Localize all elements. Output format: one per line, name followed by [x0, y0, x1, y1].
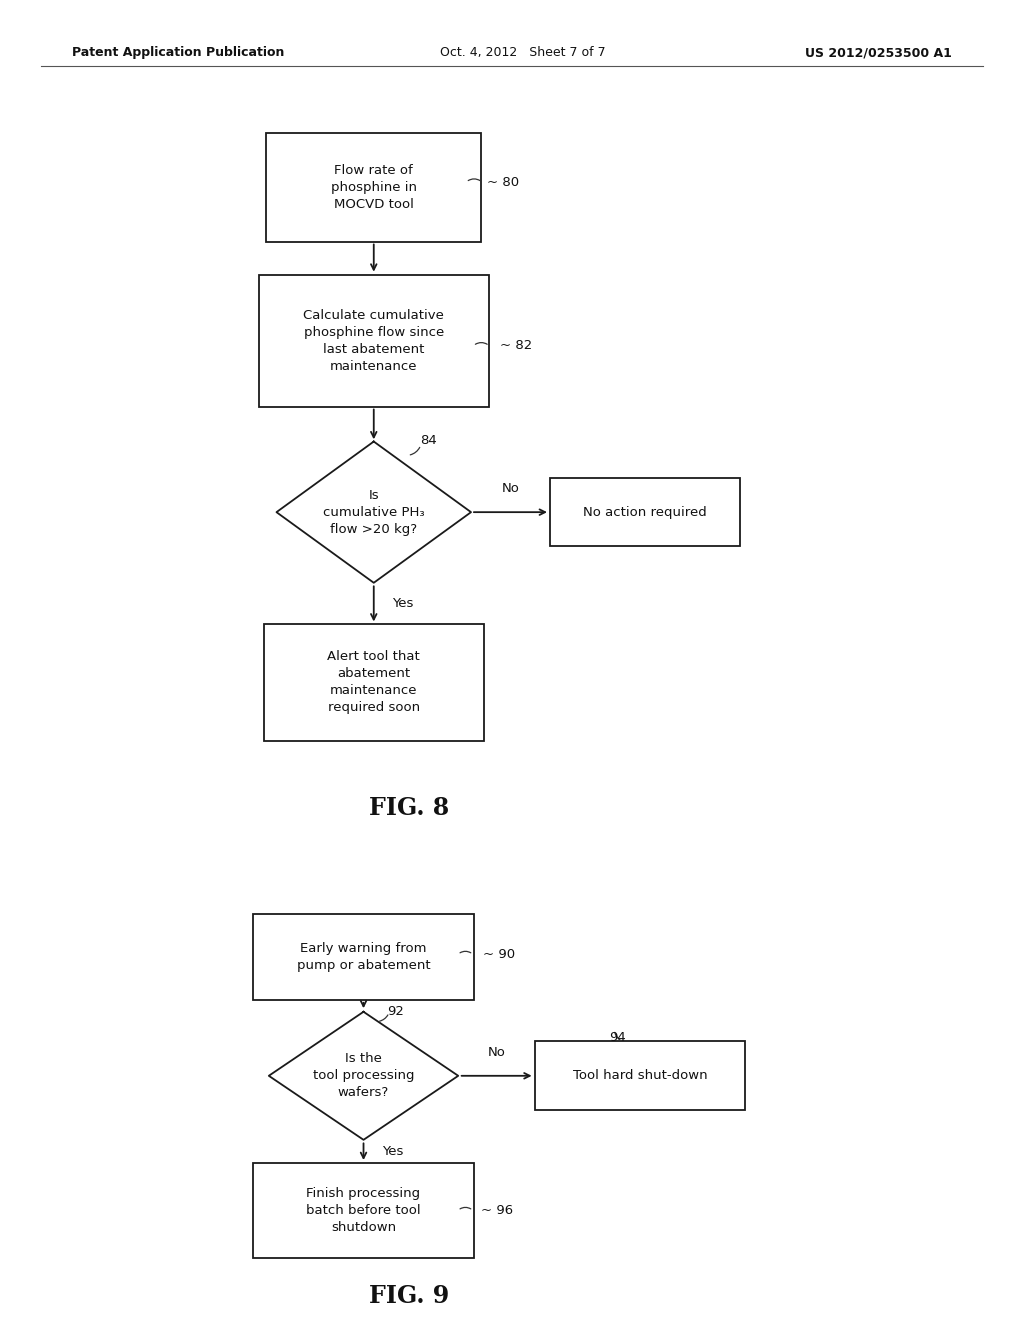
Text: ~ 80: ~ 80 — [487, 176, 519, 189]
Text: ~ 96: ~ 96 — [481, 1204, 513, 1217]
FancyBboxPatch shape — [254, 1163, 473, 1258]
Text: Alert tool that
abatement
maintenance
required soon: Alert tool that abatement maintenance re… — [328, 651, 420, 714]
Text: No: No — [487, 1045, 506, 1059]
Text: No action required: No action required — [584, 506, 707, 519]
FancyBboxPatch shape — [266, 133, 481, 242]
Text: US 2012/0253500 A1: US 2012/0253500 A1 — [806, 46, 952, 59]
Text: Tool hard shut-down: Tool hard shut-down — [572, 1069, 708, 1082]
FancyBboxPatch shape — [551, 478, 739, 546]
Polygon shape — [268, 1011, 459, 1139]
Text: ~ 82: ~ 82 — [500, 339, 531, 352]
Polygon shape — [276, 441, 471, 583]
Text: No: No — [502, 482, 519, 495]
FancyBboxPatch shape — [254, 913, 473, 1001]
Text: Oct. 4, 2012   Sheet 7 of 7: Oct. 4, 2012 Sheet 7 of 7 — [440, 46, 606, 59]
Text: Early warning from
pump or abatement: Early warning from pump or abatement — [297, 942, 430, 972]
Text: 84: 84 — [420, 434, 436, 447]
Text: FIG. 9: FIG. 9 — [370, 1284, 450, 1308]
FancyBboxPatch shape — [264, 624, 484, 741]
Text: 92: 92 — [387, 1005, 403, 1018]
Text: Is the
tool processing
wafers?: Is the tool processing wafers? — [312, 1052, 415, 1100]
Text: Calculate cumulative
phosphine flow since
last abatement
maintenance: Calculate cumulative phosphine flow sinc… — [303, 309, 444, 372]
Text: Yes: Yes — [382, 1146, 403, 1158]
Text: 94: 94 — [609, 1031, 626, 1044]
Text: Yes: Yes — [392, 598, 414, 610]
Text: Patent Application Publication: Patent Application Publication — [72, 46, 284, 59]
FancyBboxPatch shape — [258, 275, 489, 407]
FancyBboxPatch shape — [535, 1041, 744, 1110]
Text: FIG. 8: FIG. 8 — [370, 796, 450, 820]
Text: ~ 90: ~ 90 — [483, 948, 515, 961]
Text: Is
cumulative PH₃
flow >20 kg?: Is cumulative PH₃ flow >20 kg? — [323, 488, 425, 536]
Text: Finish processing
batch before tool
shutdown: Finish processing batch before tool shut… — [306, 1187, 421, 1234]
Text: Flow rate of
phosphine in
MOCVD tool: Flow rate of phosphine in MOCVD tool — [331, 164, 417, 211]
